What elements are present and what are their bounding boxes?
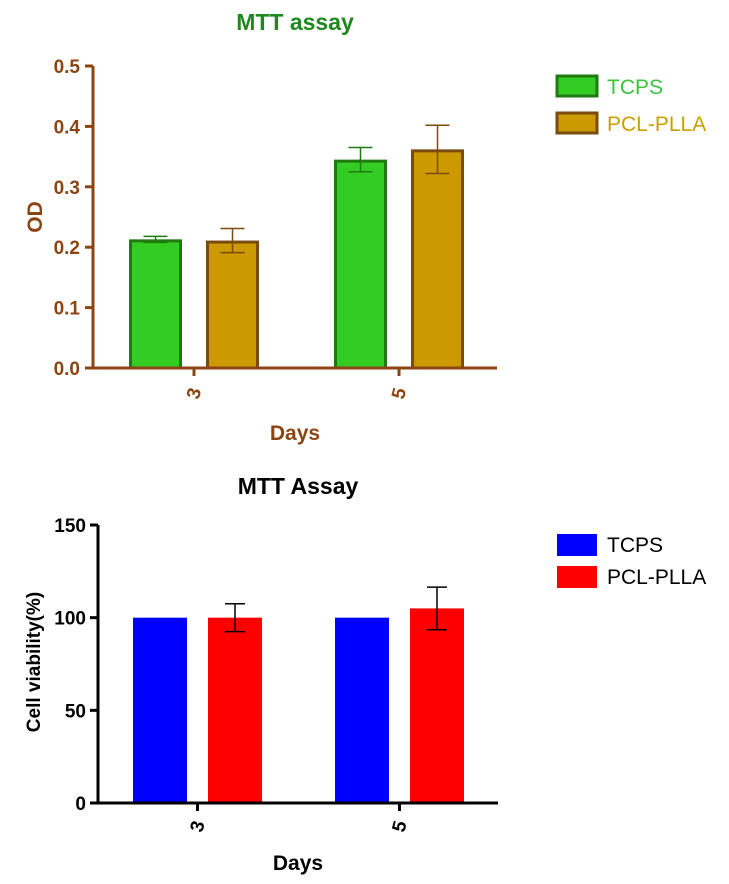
- bar-pcl-plla-day-3: [206, 240, 259, 370]
- x-tick-label: 3: [183, 386, 206, 402]
- bar-tcps-day-3: [129, 239, 182, 370]
- bar-tcps-day-5: [334, 159, 387, 370]
- y-axis-label: OD: [24, 201, 47, 233]
- legend-label-tcps: TCPS: [607, 76, 663, 99]
- x-axis-label: Days: [273, 852, 323, 875]
- chart-title: MTT Assay: [238, 473, 359, 499]
- y-tick-label: 0: [75, 794, 86, 815]
- legend: TCPS PCL-PLLA: [555, 74, 706, 136]
- legend: TCPS PCL-PLLA: [557, 534, 706, 589]
- bars: [129, 124, 464, 370]
- bar-tcps-day-3: [133, 617, 187, 803]
- legend-swatch-pcl-plla: [557, 566, 597, 588]
- chart-title: MTT assay: [236, 9, 354, 35]
- y-tick-label: 0.1: [54, 299, 81, 320]
- y-ticks: 0.0 0.1 0.2 0.3 0.4 0.5: [54, 57, 93, 380]
- legend-label-pcl-plla: PCL-PLLA: [607, 113, 706, 136]
- legend-label-tcps: TCPS: [607, 534, 663, 557]
- y-tick-label: 0.5: [54, 57, 81, 78]
- y-tick-label: 50: [65, 701, 86, 722]
- x-tick-label: 3: [187, 819, 210, 835]
- bar-pcl-plla-day-3: [208, 617, 262, 803]
- x-tick-label: 5: [388, 385, 411, 401]
- bars: [133, 586, 464, 803]
- y-ticks: 0 50 100 150: [54, 516, 98, 815]
- legend-swatch-pcl-plla: [555, 111, 599, 135]
- legend-swatch-tcps: [557, 534, 597, 556]
- legend-swatch-tcps: [555, 74, 599, 98]
- y-tick-label: 0.4: [54, 117, 81, 138]
- y-tick-label: 0.2: [54, 238, 80, 259]
- bar-tcps-day-5: [335, 617, 389, 803]
- y-axis-label: Cell viability(%): [24, 592, 45, 732]
- y-tick-label: 0.3: [54, 178, 80, 199]
- x-tick-label: 5: [389, 818, 412, 834]
- y-tick-label: 100: [54, 609, 86, 630]
- x-axis-label: Days: [270, 422, 320, 445]
- bar-pcl-plla-day-5: [410, 608, 464, 803]
- y-tick-label: 150: [54, 516, 86, 537]
- bar-pcl-plla-day-5: [411, 149, 464, 370]
- y-tick-label: 0.0: [54, 359, 80, 380]
- legend-label-pcl-plla: PCL-PLLA: [607, 566, 706, 589]
